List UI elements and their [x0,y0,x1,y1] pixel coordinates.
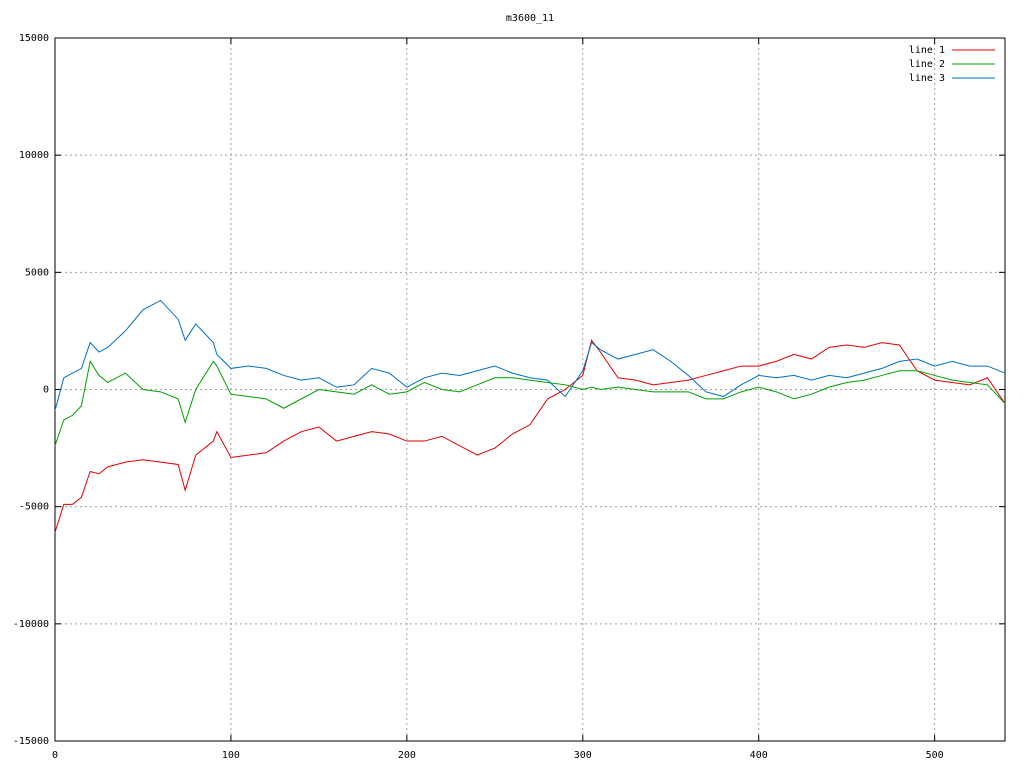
x-tick-label: 0 [52,750,58,761]
y-tick-label: 15000 [19,33,49,44]
legend-label: line 3 [909,73,945,84]
y-tick-label: 5000 [25,267,49,278]
y-tick-label: -5000 [19,502,49,513]
x-tick-label: 100 [222,750,240,761]
chart-title: m3600_11 [506,13,554,24]
x-tick-label: 400 [750,750,768,761]
data-line [54,299,1006,411]
legend-label: line 1 [909,45,945,56]
y-tick-label: -10000 [13,619,49,630]
y-tick-label: -15000 [13,736,49,747]
y-tick-label: 10000 [19,150,49,161]
legend-label: line 2 [909,59,945,70]
data-line [54,360,1006,446]
x-tick-label: 500 [926,750,944,761]
y-tick-label: 0 [43,385,49,396]
x-tick-label: 200 [398,750,416,761]
data-line [54,339,1006,533]
x-tick-label: 300 [574,750,592,761]
plot-border [54,37,1006,742]
